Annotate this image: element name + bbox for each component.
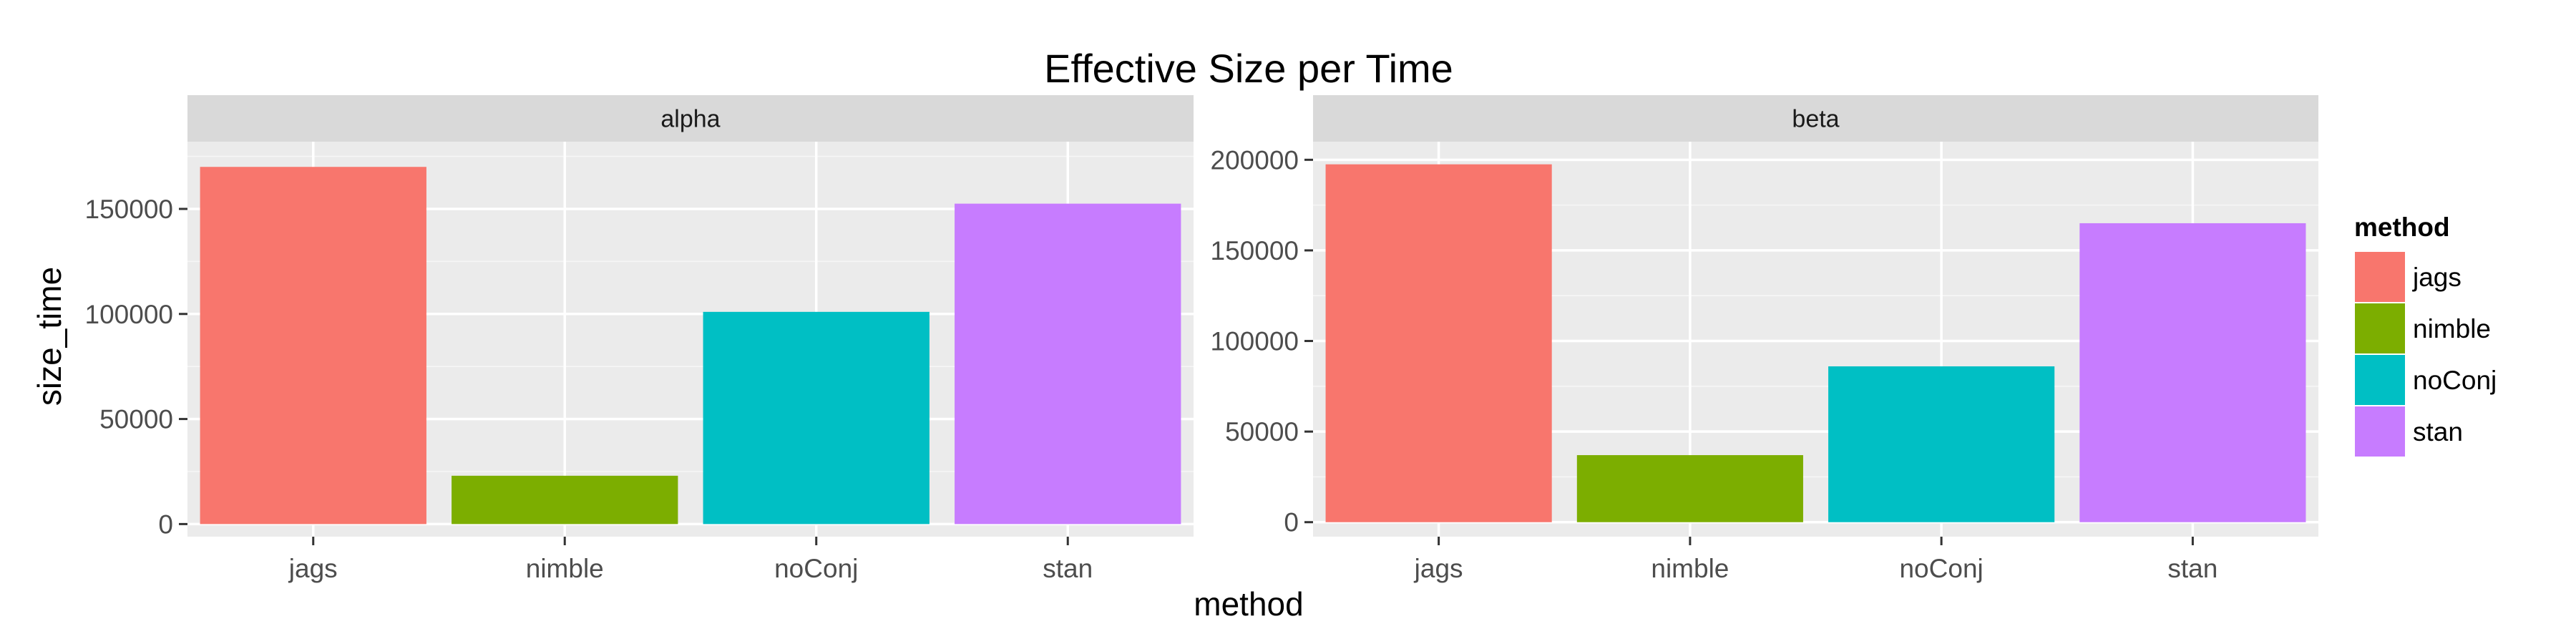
bar-alpha-jags [200, 167, 426, 525]
legend-item-noConj: noConj [2353, 353, 2497, 406]
legend-label-noConj: noConj [2413, 366, 2497, 395]
legend: jags nimble noConj stan [2353, 250, 2497, 458]
legend-item-stan: stan [2353, 405, 2463, 458]
y-tick-label: 0 [158, 509, 173, 539]
bar-beta-stan [2079, 223, 2306, 522]
bar-alpha-noConj [703, 311, 930, 525]
y-tick-label: 150000 [85, 195, 173, 224]
y-tick-label: 50000 [1225, 417, 1299, 447]
legend-swatch-stan [2355, 406, 2405, 457]
y-tick-label: 150000 [1211, 236, 1299, 265]
facet-strip-label: alpha [660, 106, 720, 133]
facet-beta: beta 0 50000 100000 150000 200000 jags nimble no… [1211, 95, 2318, 583]
x-axis-title: method [1194, 585, 1303, 623]
facet-strip-label: beta [1792, 106, 1839, 133]
legend-title: method [2354, 213, 2450, 242]
y-axis-title: size_time [31, 267, 68, 406]
y-tick-label: 100000 [1211, 327, 1299, 356]
x-tick-label: noConj [1899, 554, 1983, 583]
bar-alpha-stan [955, 203, 1181, 525]
facet-strip [1313, 95, 2318, 142]
legend-item-jags: jags [2353, 250, 2462, 303]
x-tick-label: stan [2167, 554, 2218, 583]
chart-title: Effective Size per Time [1044, 46, 1453, 91]
legend-label-nimble: nimble [2413, 314, 2491, 343]
y-tick-label: 0 [1284, 508, 1299, 537]
x-tick-label: nimble [526, 554, 604, 583]
y-tick-label: 200000 [1211, 145, 1299, 175]
y-tick-label: 50000 [99, 405, 173, 434]
legend-label-jags: jags [2412, 263, 2462, 292]
bar-beta-jags [1325, 164, 1552, 522]
legend-label-stan: stan [2413, 417, 2463, 447]
x-tick-label: noConj [774, 554, 858, 583]
x-tick-label: jags [288, 554, 338, 583]
x-tick-label: jags [1414, 554, 1463, 583]
bar-beta-noConj [1828, 366, 2055, 522]
legend-swatch-jags [2355, 252, 2405, 302]
y-tick-label: 100000 [85, 300, 173, 329]
bar-beta-nimble [1576, 455, 1803, 522]
facet-strip [187, 95, 1194, 142]
legend-item-nimble: nimble [2353, 302, 2491, 355]
facet-alpha: alpha 0 50000 100000 150000 jags nimble noConj s… [85, 95, 1194, 583]
x-tick-label: nimble [1651, 554, 1729, 583]
bar-alpha-nimble [452, 475, 678, 525]
facets-layer: alpha 0 50000 100000 150000 jags nimble noConj s… [85, 95, 2318, 583]
x-tick-label: stan [1043, 554, 1093, 583]
legend-swatch-noConj [2355, 355, 2405, 405]
legend-swatch-nimble [2355, 303, 2405, 353]
